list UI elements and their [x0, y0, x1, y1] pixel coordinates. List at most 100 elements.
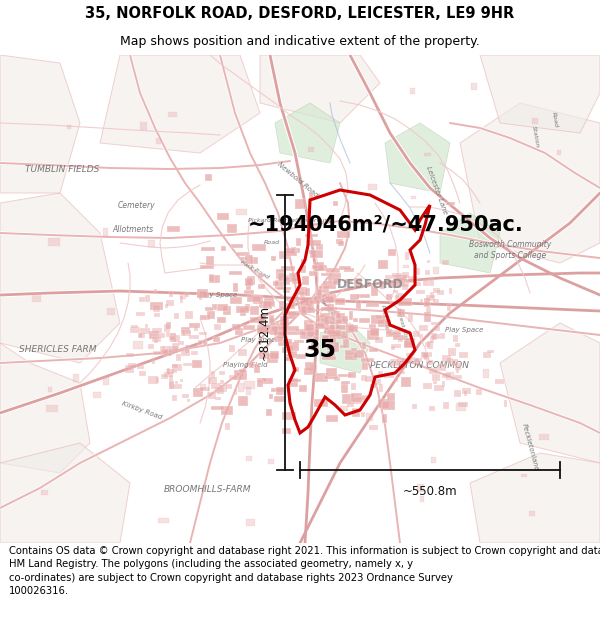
Bar — [521, 474, 527, 478]
Bar — [128, 363, 136, 368]
Polygon shape — [275, 103, 340, 163]
Bar — [282, 412, 296, 421]
Bar — [229, 375, 237, 381]
Bar — [183, 362, 192, 366]
Bar — [285, 357, 290, 361]
Bar — [483, 369, 490, 378]
Bar — [182, 330, 191, 334]
Bar — [308, 148, 314, 152]
Bar — [131, 324, 138, 328]
Bar — [238, 349, 247, 356]
Bar — [299, 305, 311, 313]
Bar — [336, 319, 349, 324]
Bar — [292, 367, 299, 372]
Text: TUMBLIN FIELDS: TUMBLIN FIELDS — [25, 166, 99, 174]
Bar — [391, 346, 395, 350]
Bar — [173, 384, 182, 389]
Bar — [455, 402, 466, 411]
Bar — [334, 377, 340, 381]
Bar — [278, 336, 286, 346]
Bar — [158, 519, 169, 523]
Bar — [175, 381, 178, 384]
Bar — [214, 324, 221, 330]
Bar — [245, 304, 250, 311]
Bar — [190, 323, 200, 328]
Bar — [156, 377, 159, 384]
Bar — [370, 324, 376, 329]
Bar — [368, 184, 377, 191]
Bar — [173, 335, 180, 342]
Polygon shape — [0, 193, 120, 363]
Bar — [422, 352, 432, 357]
Bar — [185, 345, 188, 353]
Bar — [263, 301, 272, 309]
Bar — [345, 349, 354, 355]
Bar — [220, 381, 224, 384]
Bar — [140, 122, 147, 130]
Bar — [395, 295, 399, 301]
Bar — [370, 426, 378, 431]
Bar — [208, 376, 217, 384]
Bar — [447, 304, 451, 311]
Bar — [447, 358, 454, 363]
Bar — [317, 292, 322, 299]
Bar — [272, 326, 286, 331]
Bar — [433, 299, 439, 303]
Bar — [275, 336, 284, 339]
Bar — [271, 256, 276, 261]
Bar — [161, 346, 166, 349]
Bar — [257, 273, 263, 278]
Bar — [353, 350, 364, 358]
Bar — [230, 297, 242, 304]
Bar — [424, 298, 430, 307]
Bar — [424, 312, 431, 322]
Bar — [357, 294, 370, 298]
Bar — [390, 359, 400, 366]
Text: ~550.8m: ~550.8m — [403, 485, 457, 498]
Bar — [289, 272, 297, 282]
Bar — [339, 266, 351, 270]
Bar — [326, 269, 340, 273]
Bar — [266, 409, 272, 416]
Bar — [199, 293, 202, 300]
Bar — [320, 313, 329, 318]
Text: Bosworth Community
and Sports College: Bosworth Community and Sports College — [469, 240, 551, 260]
Polygon shape — [0, 343, 90, 473]
Bar — [462, 388, 472, 394]
Text: PECKLETON COMMON: PECKLETON COMMON — [371, 361, 470, 369]
Text: Playing Field: Playing Field — [223, 362, 268, 368]
Bar — [248, 362, 254, 368]
Bar — [415, 269, 420, 276]
Bar — [185, 311, 193, 319]
Bar — [103, 377, 109, 385]
Bar — [433, 381, 437, 384]
Polygon shape — [100, 55, 260, 153]
Bar — [317, 289, 322, 296]
Bar — [427, 259, 430, 263]
Bar — [361, 398, 367, 402]
Bar — [234, 389, 237, 395]
Bar — [452, 359, 458, 366]
Bar — [211, 383, 221, 389]
Bar — [297, 287, 307, 295]
Bar — [166, 322, 172, 329]
Bar — [227, 224, 237, 233]
Bar — [205, 174, 212, 181]
Bar — [137, 365, 143, 369]
Bar — [348, 325, 358, 332]
Bar — [229, 345, 235, 352]
Bar — [343, 394, 355, 404]
Bar — [328, 330, 341, 337]
Bar — [148, 344, 154, 349]
Bar — [442, 381, 445, 388]
Bar — [287, 331, 298, 335]
Bar — [322, 356, 336, 360]
Bar — [169, 346, 178, 353]
Bar — [351, 392, 362, 402]
Bar — [257, 380, 263, 386]
Bar — [283, 290, 290, 294]
Bar — [187, 399, 190, 402]
Bar — [296, 238, 301, 246]
Bar — [325, 375, 338, 379]
Bar — [49, 238, 60, 246]
